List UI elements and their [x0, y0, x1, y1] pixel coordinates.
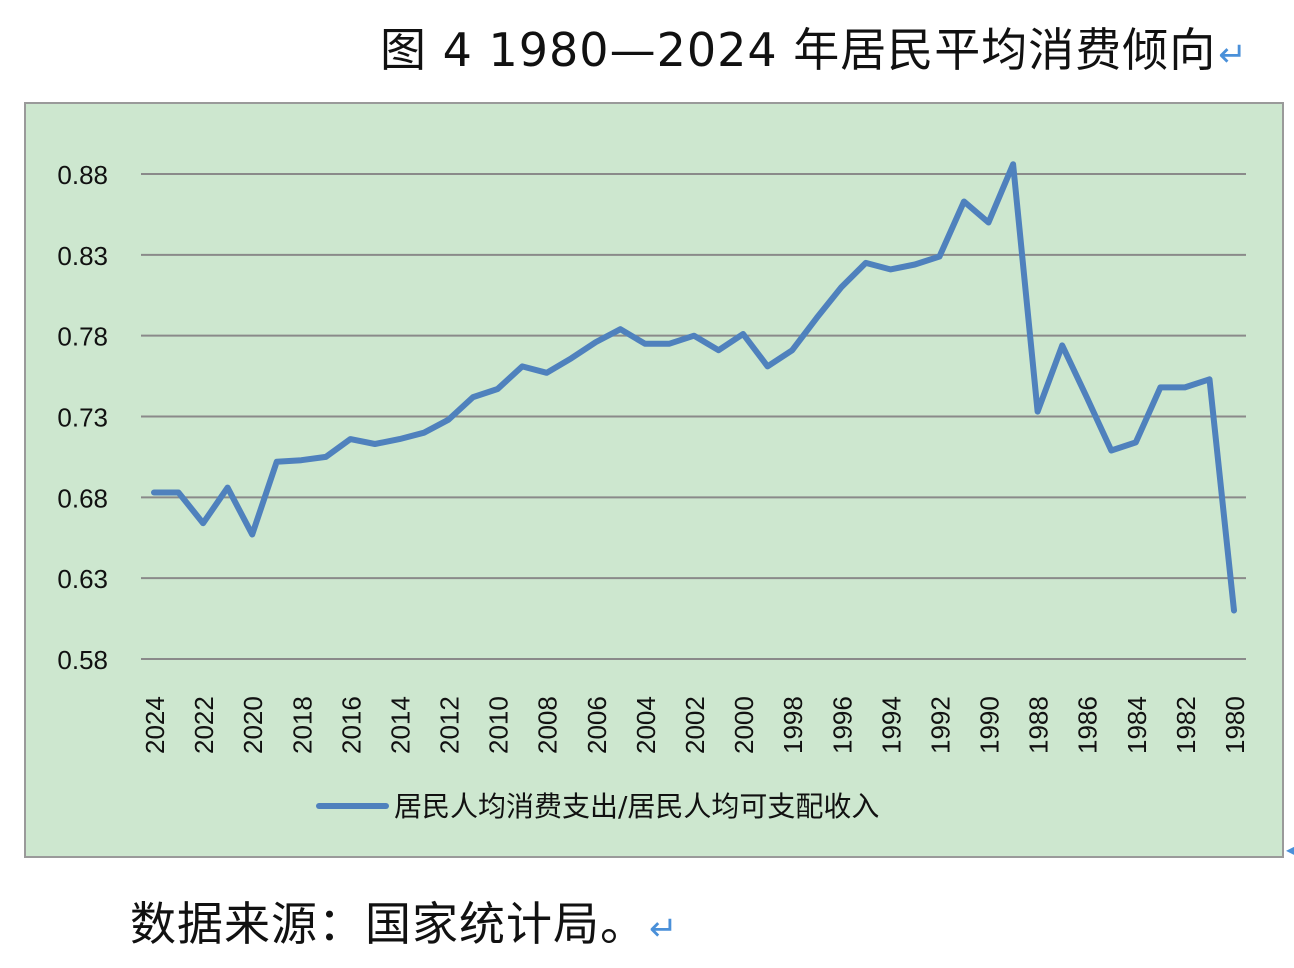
return-mark-icon: ↵ [649, 909, 679, 949]
y-tick-label: 0.63 [57, 564, 108, 594]
x-tick-label: 1994 [876, 696, 906, 754]
x-tick-label: 2010 [484, 696, 514, 754]
line-chart: 0.580.630.680.730.780.830.88 2024 2022 202… [57, 160, 1250, 823]
x-tick-label: 2012 [435, 696, 465, 754]
x-tick-label: 1996 [827, 696, 857, 754]
x-tick-label: 1980 [1220, 696, 1250, 754]
x-tick-label: 1982 [1171, 696, 1201, 754]
y-tick-label: 0.88 [57, 160, 108, 190]
x-tick-label: 2006 [582, 696, 612, 754]
x-tick-label: 2008 [533, 696, 563, 754]
y-tick-label: 0.83 [57, 241, 108, 271]
x-tick-label: 2002 [680, 696, 710, 754]
x-tick-label: 2024 [140, 696, 170, 754]
x-tick-label: 1998 [778, 696, 808, 754]
x-axis-ticks: 2024 2022 2020 2018 2016 2014 2012 2010 2008 2006… [140, 696, 1250, 754]
legend-label: 居民人均消费支出/居民人均可支配收入 [394, 790, 879, 823]
source-text: 数据来源：国家统计局。 [130, 897, 647, 951]
x-tick-label: 1990 [975, 696, 1005, 754]
legend: 居民人均消费支出/居民人均可支配收入 [316, 790, 879, 823]
x-tick-label: 1988 [1024, 696, 1054, 754]
x-tick-label: 2004 [631, 696, 661, 754]
return-mark-icon: ↵ [1218, 35, 1248, 75]
y-tick-label: 0.78 [57, 322, 108, 352]
x-tick-label: 1984 [1122, 696, 1152, 754]
data-source-note: 数据来源：国家统计局。↵ [130, 888, 679, 954]
x-tick-label: 1992 [925, 696, 955, 754]
chart-title: 图 4 1980—2024 年居民平均消费倾向↵ [380, 14, 1248, 80]
chart-area: 0.58 0.63 0.68 0.73 0.78 0.83 0.88 2024 2022 202… [24, 102, 1284, 858]
x-tick-label: 1986 [1073, 696, 1103, 754]
y-axis-ticks: 0.58 0.63 0.68 0.73 0.78 0.83 0.88 [57, 160, 108, 675]
series-line [151, 161, 1237, 614]
x-tick-label: 2022 [189, 696, 219, 754]
x-tick-label: 2000 [729, 696, 759, 754]
corner-anchor-icon: ◂ [1286, 840, 1294, 859]
x-tick-label: 2018 [287, 696, 317, 754]
y-tick-label: 0.68 [57, 483, 108, 513]
x-tick-label: 2020 [238, 696, 268, 754]
gridlines [141, 173, 1246, 660]
y-tick-label: 0.58 [57, 645, 108, 675]
chart-title-text: 图 4 1980—2024 年居民平均消费倾向 [380, 23, 1217, 77]
x-tick-label: 2016 [336, 696, 366, 754]
x-tick-label: 2014 [385, 696, 415, 754]
y-tick-label: 0.73 [57, 403, 108, 433]
data-series [151, 161, 1237, 614]
